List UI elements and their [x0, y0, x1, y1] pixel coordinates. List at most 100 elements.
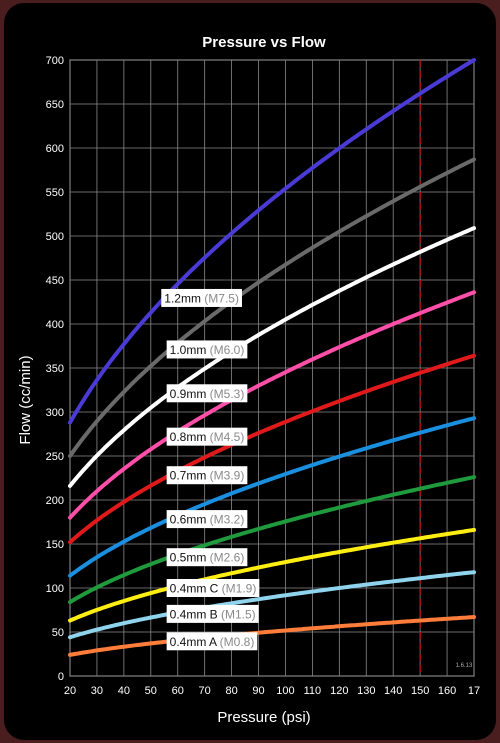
- series-label: 1.2mm (M7.5): [161, 288, 242, 307]
- x-tick-label: 40: [118, 685, 130, 697]
- grid: [69, 59, 475, 677]
- y-tick-label: 700: [46, 55, 64, 67]
- series-code: (M3.9): [210, 469, 245, 483]
- series-label: 0.9mm (M5.3): [166, 384, 248, 403]
- series-label-text: 1.2mm (M7.5): [164, 291, 239, 305]
- series-line: [68, 615, 476, 657]
- series-labels: 1.2mm (M7.5) 1.0mm (M6.0) 0.9mm (M5.3) 0.8m…: [161, 288, 260, 651]
- y-tick-label: 600: [46, 143, 64, 155]
- y-tick-label: 400: [46, 319, 64, 331]
- series-label-text: 0.5mm (M2.6): [170, 551, 245, 565]
- series-label-box: [166, 604, 259, 623]
- series-label: 1.0mm (M6.0): [166, 340, 248, 359]
- series-code: (M1.9): [222, 581, 257, 595]
- series-code: (M7.5): [204, 291, 239, 305]
- series-label-box: [166, 384, 248, 403]
- y-axis-title: Flow (cc/min): [17, 355, 34, 444]
- y-tick-label: 100: [46, 583, 64, 595]
- series-code: (M2.6): [210, 551, 245, 565]
- y-tick-label: 50: [52, 627, 64, 639]
- series-label-text: 0.4mm B (M1.5): [170, 607, 256, 621]
- series-name: 0.4mm C: [170, 581, 222, 595]
- series-label-box: [161, 288, 242, 307]
- x-tick-label: 70: [199, 685, 211, 697]
- series-label-text: 0.8mm (M4.5): [170, 430, 245, 444]
- series-name: 0.4mm A: [170, 635, 220, 649]
- series-name: 1.2mm: [164, 291, 204, 305]
- series-code: (M1.5): [221, 607, 256, 621]
- y-tick-label: 250: [46, 451, 64, 463]
- x-tick-label: 140: [384, 685, 402, 697]
- series-label-box: [166, 548, 248, 567]
- x-tick-labels: 20 30 40 50 60 70 80 90 100 110 120 130 140 150 160 17: [64, 685, 480, 697]
- y-tick-label: 350: [46, 363, 64, 375]
- y-tick-label: 450: [46, 275, 64, 287]
- series-name: 0.9mm: [170, 387, 210, 401]
- series-code: (M5.3): [210, 387, 245, 401]
- version-note: 1.6.13: [456, 663, 473, 669]
- series-label: 0.4mm B (M1.5): [166, 604, 259, 623]
- series-line: [68, 290, 476, 520]
- series-label-text: 0.9mm (M5.3): [170, 387, 245, 401]
- series-label-text: 0.4mm C (M1.9): [170, 581, 257, 595]
- x-tick-label: 130: [357, 685, 375, 697]
- series-name: 0.7mm: [170, 469, 210, 483]
- series-label-text: 1.0mm (M6.0): [170, 343, 245, 357]
- series-name: 0.4mm B: [170, 607, 221, 621]
- y-tick-labels: 0 50 100 150 200 250 300 350 400 450 500 550 600 650 7…: [46, 55, 64, 683]
- x-tick-label: 110: [304, 685, 322, 697]
- series-code: (M0.8): [220, 635, 255, 649]
- series-line: [68, 226, 476, 488]
- x-tick-label: 17: [468, 685, 480, 697]
- x-tick-label: 150: [411, 685, 429, 697]
- series-label-box: [166, 466, 248, 485]
- series-line: [68, 527, 476, 623]
- series-label-text: 0.6mm (M3.2): [170, 513, 245, 527]
- series-label-box: [166, 510, 248, 529]
- x-axis-title: Pressure (psi): [217, 709, 310, 726]
- y-tick-label: 650: [46, 99, 64, 111]
- y-tick-label: 300: [46, 407, 64, 419]
- series-line: [68, 157, 476, 458]
- series-code: (M4.5): [210, 430, 245, 444]
- y-tick-label: 150: [46, 539, 64, 551]
- series-line: [68, 475, 476, 605]
- x-tick-label: 80: [225, 685, 237, 697]
- y-tick-label: 0: [58, 671, 64, 683]
- series-label: 0.6mm (M3.2): [166, 510, 248, 529]
- x-tick-label: 20: [64, 685, 76, 697]
- series-label-text: 0.4mm A (M0.8): [170, 635, 255, 649]
- series-name: 0.5mm: [170, 551, 210, 565]
- series-label-box: [166, 578, 260, 597]
- y-tick-label: 550: [46, 187, 64, 199]
- series-label: 0.5mm (M2.6): [166, 548, 248, 567]
- y-tick-label: 500: [46, 231, 64, 243]
- chart-title: Pressure vs Flow: [202, 34, 326, 51]
- series-label-box: [166, 427, 248, 446]
- y-tick-label: 200: [46, 495, 64, 507]
- x-tick-label: 100: [276, 685, 294, 697]
- series-label: 0.7mm (M3.9): [166, 466, 248, 485]
- series-line: [68, 570, 476, 640]
- series-line: [68, 58, 476, 425]
- x-tick-label: 50: [145, 685, 157, 697]
- series-label-box: [166, 340, 248, 359]
- series-label: 0.4mm A (M0.8): [166, 632, 258, 651]
- series-lines: [68, 58, 476, 657]
- series-label: 0.8mm (M4.5): [166, 427, 248, 446]
- series-label-text: 0.7mm (M3.9): [170, 469, 245, 483]
- x-tick-label: 30: [91, 685, 103, 697]
- series-code: (M3.2): [210, 513, 245, 527]
- series-name: 1.0mm: [170, 343, 210, 357]
- x-tick-label: 60: [172, 685, 184, 697]
- x-tick-label: 90: [252, 685, 264, 697]
- series-name: 0.8mm: [170, 430, 210, 444]
- series-line: [68, 353, 476, 545]
- series-label: 0.4mm C (M1.9): [166, 578, 260, 597]
- x-tick-label: 120: [330, 685, 348, 697]
- series-label-box: [166, 632, 258, 651]
- series-code: (M6.0): [210, 343, 245, 357]
- series-line: [68, 416, 476, 578]
- series-name: 0.6mm: [170, 513, 210, 527]
